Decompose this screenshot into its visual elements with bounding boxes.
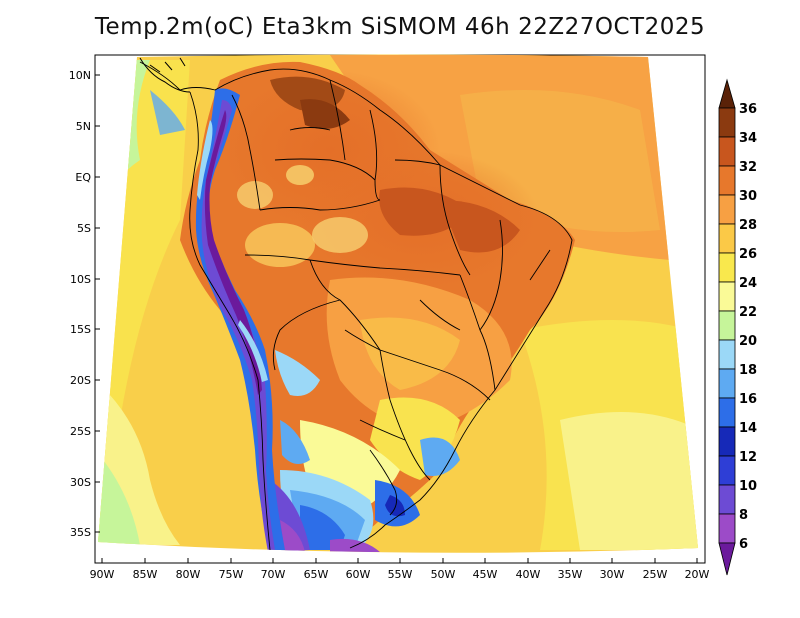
lat-label: 30S: [70, 476, 91, 489]
colorbar-swatch: [718, 426, 736, 457]
colorbar-swatch: [718, 281, 736, 312]
lon-label: 25W: [643, 568, 668, 581]
lat-label: 5S: [77, 222, 91, 235]
lon-label: 60W: [346, 568, 371, 581]
lon-label: 40W: [516, 568, 541, 581]
latitude-axis: 10N 5N EQ 5S 10S 15S 20S 25S 30S 35S: [69, 69, 100, 539]
lon-label: 30W: [600, 568, 625, 581]
colorbar-swatch: [718, 310, 736, 341]
colorbar-swatch: [718, 194, 736, 225]
lon-label: 20W: [685, 568, 710, 581]
map-title: Temp.2m(oC) Eta3km SiSMOM 46h 22Z27OCT20…: [94, 14, 706, 40]
colorbar-label: 18: [739, 363, 757, 378]
lon-label: 55W: [388, 568, 413, 581]
colorbar-label: 32: [739, 160, 757, 175]
country-borders: [139, 61, 573, 551]
colorbar-top-arrow: [718, 78, 736, 109]
colorbar-label: 16: [739, 392, 757, 407]
colorbar-label: 14: [739, 421, 757, 436]
colorbar-label: 26: [739, 247, 757, 262]
colorbar-swatch: [718, 107, 736, 138]
lat-label: 15S: [70, 323, 91, 336]
colorbar-label: 8: [739, 508, 748, 523]
colorbar-swatch: [718, 252, 736, 283]
lat-label: 35S: [70, 526, 91, 539]
colorbar-swatch: [718, 136, 736, 167]
colorbar-swatch: [718, 397, 736, 428]
colorbar-label: 30: [739, 189, 757, 204]
colorbar-label: 22: [739, 305, 757, 320]
lon-label: 70W: [261, 568, 286, 581]
lat-label: 25S: [70, 425, 91, 438]
lon-label: 75W: [219, 568, 244, 581]
colorbar-label: 34: [739, 131, 757, 146]
lon-label: 50W: [431, 568, 456, 581]
lat-label: 10S: [70, 273, 91, 286]
lat-label: 20S: [70, 374, 91, 387]
colorbar-bottom-arrow: [718, 542, 736, 576]
temperature-field: [98, 54, 698, 553]
colorbar-label: 6: [739, 537, 748, 552]
lat-label: 5N: [76, 120, 91, 133]
colorbar-swatch: [718, 368, 736, 399]
colorbar-swatch: [718, 165, 736, 196]
colorbar-label: 36: [739, 102, 757, 117]
lon-label: 65W: [304, 568, 329, 581]
lon-label: 85W: [133, 568, 158, 581]
colorbar-label: 28: [739, 218, 757, 233]
colorbar-label: 20: [739, 334, 757, 349]
longitude-axis: 90W 85W 80W 75W 70W 65W 60W 55W 50W 45W …: [90, 558, 710, 581]
lon-label: 80W: [176, 568, 201, 581]
colorbar-label: 10: [739, 479, 757, 494]
colorbar-swatch: [718, 484, 736, 515]
lat-label: 10N: [69, 69, 91, 82]
lon-label: 45W: [473, 568, 498, 581]
colorbar-swatch: [718, 455, 736, 486]
colorbar-label: 12: [739, 450, 757, 465]
colorbar-label: 24: [739, 276, 757, 291]
colorbar-swatch: [718, 339, 736, 370]
lon-label: 90W: [90, 568, 115, 581]
colorbar: 36 34 32 30 28 26 24 22 20 18 16 14 12 1…: [718, 78, 757, 576]
lat-label: EQ: [75, 171, 91, 184]
lon-label: 35W: [558, 568, 583, 581]
colorbar-swatch: [718, 223, 736, 254]
colorbar-swatch: [718, 513, 736, 544]
